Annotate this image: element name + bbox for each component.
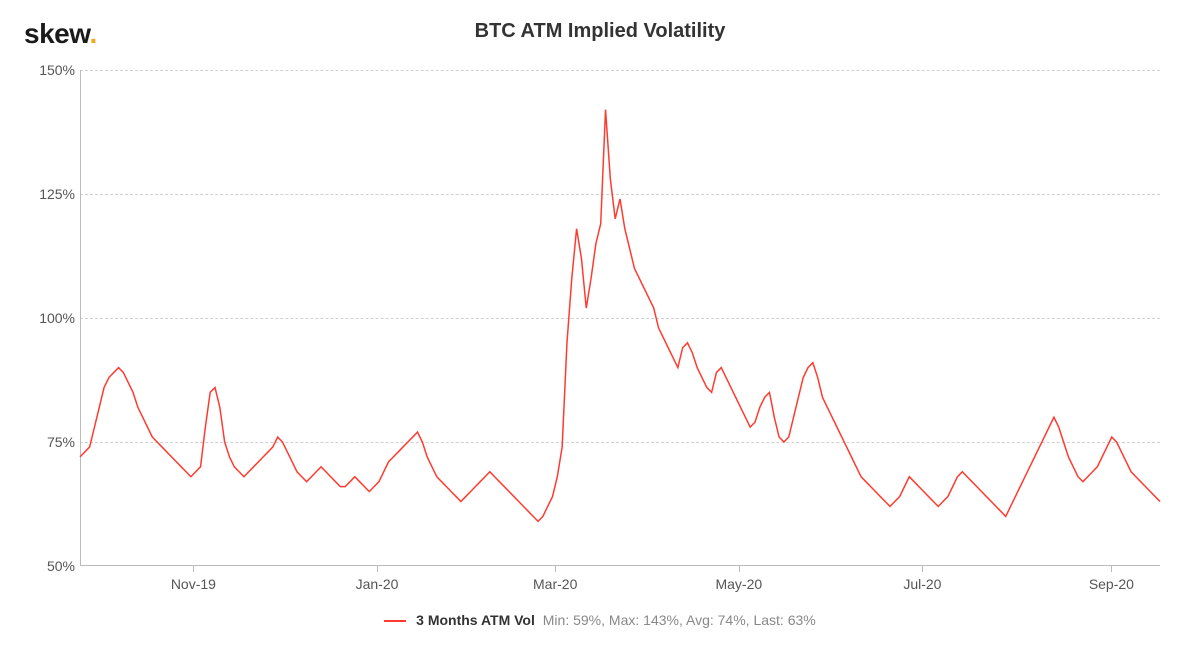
y-tick-label: 100% (30, 310, 75, 326)
chart-title: BTC ATM Implied Volatility (0, 20, 1200, 43)
legend-series-name: 3 Months ATM Vol (416, 612, 535, 628)
line-chart-svg (80, 70, 1160, 566)
x-tick-label: May-20 (715, 576, 762, 592)
legend: 3 Months ATM Vol Min: 59%, Max: 143%, Av… (0, 612, 1200, 628)
x-tick (555, 566, 556, 572)
x-tick-label: Sep-20 (1089, 576, 1134, 592)
y-axis-labels: 50%75%100%125%150% (30, 70, 75, 566)
x-tick (739, 566, 740, 572)
series-line (80, 110, 1160, 522)
x-tick (922, 566, 923, 572)
x-tick-label: Mar-20 (533, 576, 577, 592)
legend-stats: Min: 59%, Max: 143%, Avg: 74%, Last: 63% (543, 612, 816, 628)
x-tick (1111, 566, 1112, 572)
x-tick (193, 566, 194, 572)
legend-swatch (384, 620, 406, 622)
chart-area: 50%75%100%125%150% Nov-19Jan-20Mar-20May… (80, 70, 1160, 566)
y-tick-label: 50% (30, 558, 75, 574)
y-tick-label: 125% (30, 186, 75, 202)
y-tick-label: 75% (30, 434, 75, 450)
x-tick-label: Nov-19 (171, 576, 216, 592)
x-tick (377, 566, 378, 572)
x-tick-label: Jul-20 (903, 576, 941, 592)
x-axis-labels: Nov-19 Jan-20 Mar-20 May-20 Jul-20 Sep-20 (80, 576, 1160, 596)
y-tick-label: 150% (30, 62, 75, 78)
x-tick-label: Jan-20 (356, 576, 399, 592)
